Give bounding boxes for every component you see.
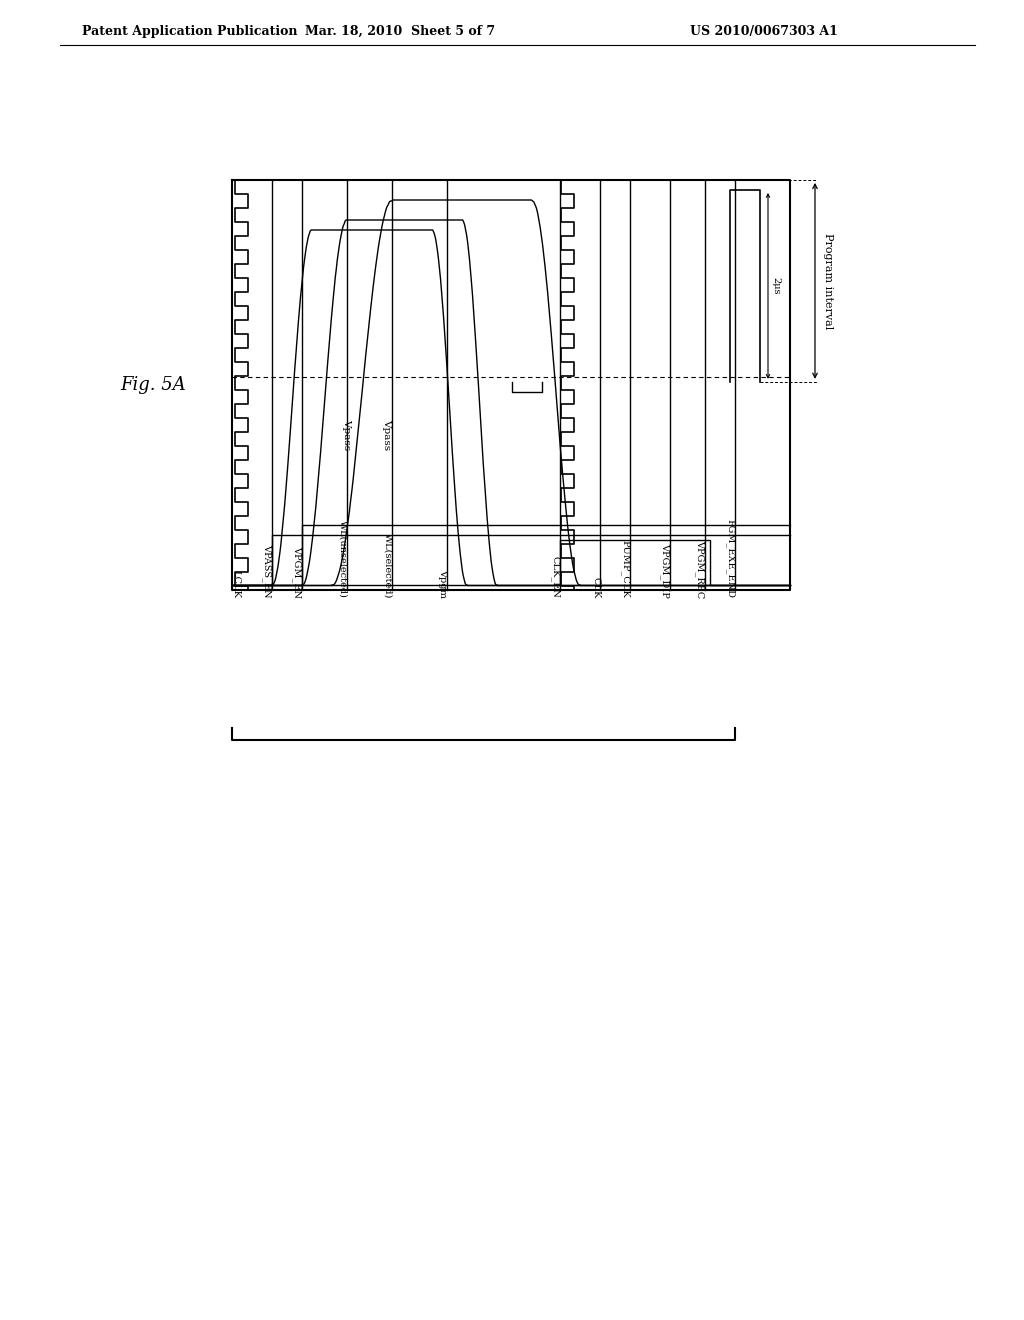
Text: WL(selected): WL(selected) — [383, 533, 392, 598]
Text: CLK: CLK — [591, 577, 600, 598]
Text: Mar. 18, 2010  Sheet 5 of 7: Mar. 18, 2010 Sheet 5 of 7 — [305, 25, 495, 38]
Text: VPGM_DIP: VPGM_DIP — [660, 543, 670, 598]
Text: Vpgm: Vpgm — [438, 569, 447, 598]
Text: VPGM_REC: VPGM_REC — [695, 540, 705, 598]
Text: VPGM_EN: VPGM_EN — [292, 546, 302, 598]
Text: Program interval: Program interval — [823, 232, 833, 329]
Text: VPASS_EN: VPASS_EN — [262, 544, 272, 598]
Text: 2μs: 2μs — [771, 277, 780, 294]
Text: Fig. 5A: Fig. 5A — [120, 376, 185, 393]
Text: Vpass: Vpass — [383, 420, 391, 450]
Text: CLK_EN: CLK_EN — [550, 556, 560, 598]
Text: PUMP_CLK: PUMP_CLK — [621, 540, 630, 598]
Text: Vpass: Vpass — [342, 420, 351, 450]
Text: LCLK: LCLK — [231, 570, 240, 598]
Text: Patent Application Publication: Patent Application Publication — [82, 25, 298, 38]
Text: WL(unselected): WL(unselected) — [338, 520, 347, 598]
Text: PGM_EXE_END: PGM_EXE_END — [725, 519, 735, 598]
Text: US 2010/0067303 A1: US 2010/0067303 A1 — [690, 25, 838, 38]
